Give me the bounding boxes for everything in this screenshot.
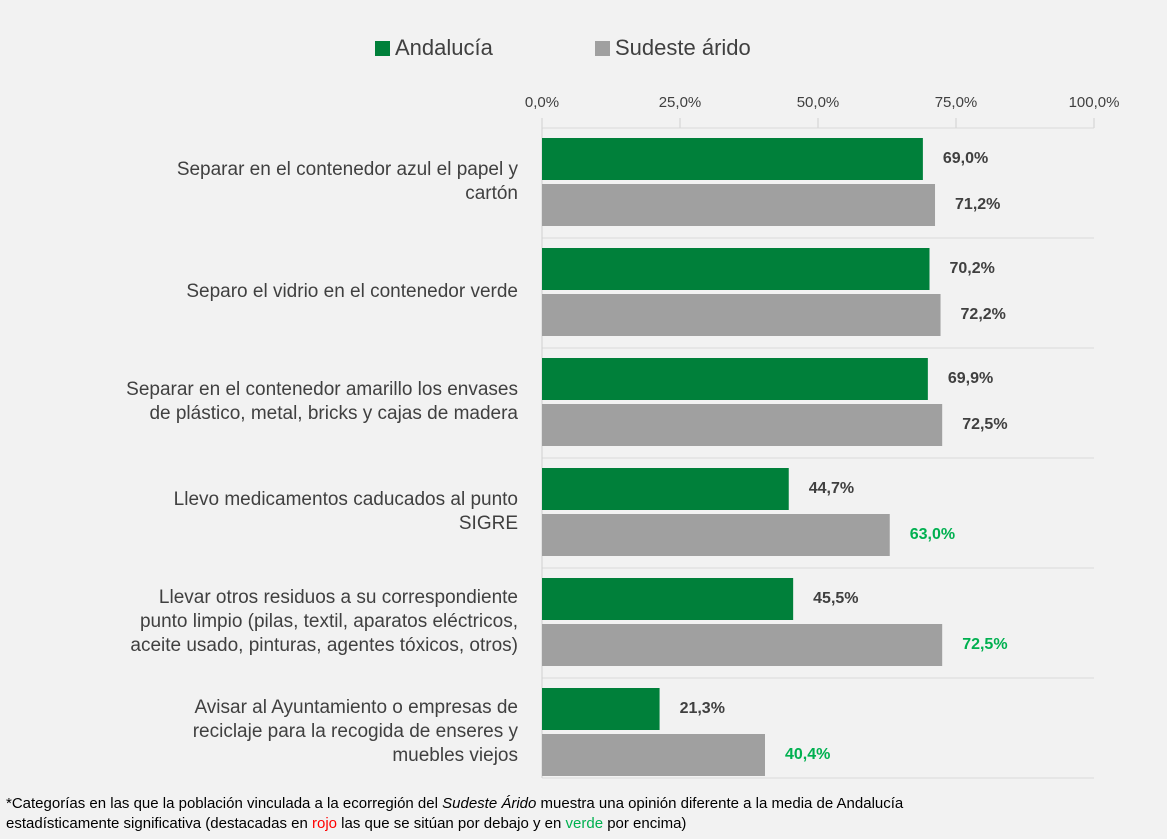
x-tick-label: 0,0%: [525, 94, 559, 111]
category-line: cartón: [465, 183, 518, 204]
value-label: 63,0%: [910, 526, 955, 543]
category-line: Avisar al Ayuntamiento o empresas de: [194, 697, 518, 718]
category-line: muebles viejos: [392, 745, 518, 766]
footnote-text: *Categorías en las que la población vinc…: [6, 795, 443, 812]
bar: [542, 184, 936, 226]
category-label: Separar en el contenedor amarillo los en…: [126, 379, 518, 424]
category-line: Separar en el contenedor azul el papel y: [177, 159, 519, 180]
bar: [542, 358, 928, 400]
footnote-text: Sudeste Árido: [442, 795, 537, 812]
bar: [542, 624, 943, 666]
footnote-text: las que se sitúan por debajo y en: [337, 815, 566, 832]
footnote: *Categorías en las que la población vinc…: [6, 794, 903, 834]
category-label: Separo el vidrio en el contenedor verde: [186, 281, 518, 302]
x-tick-label: 75,0%: [935, 94, 978, 111]
value-label: 69,9%: [948, 370, 993, 387]
category-line: Separo el vidrio en el contenedor verde: [186, 281, 518, 302]
category-label: Llevo medicamentos caducados al punto SIG…: [174, 489, 518, 534]
legend-swatch: [595, 41, 610, 56]
footnote-text: rojo: [312, 815, 338, 832]
bar: [542, 248, 930, 290]
x-tick-label: 50,0%: [797, 94, 840, 111]
value-label: 72,5%: [962, 636, 1007, 653]
category-line: de plástico, metal, bricks y cajas de ma…: [149, 403, 518, 424]
category-line: Separar en el contenedor amarillo los en…: [126, 379, 518, 400]
category-label: Separar en el contenedor azul el papel y…: [177, 159, 519, 204]
category-line: Llevo medicamentos caducados al punto: [174, 489, 518, 510]
footnote-text: muestra una opinión diferente a la media…: [536, 795, 904, 812]
value-label: 45,5%: [813, 590, 858, 607]
category-line: Llevar otros residuos a su correspondien…: [159, 587, 518, 608]
bar: [542, 138, 923, 180]
value-label: 72,5%: [962, 416, 1007, 433]
value-label: 44,7%: [809, 480, 854, 497]
x-tick-label: 25,0%: [659, 94, 702, 111]
legend-label: Sudeste árido: [615, 35, 751, 60]
category-line: punto limpio (pilas, textil, aparatos el…: [140, 611, 518, 632]
value-label: 40,4%: [785, 746, 830, 763]
x-tick-label: 100,0%: [1069, 94, 1120, 111]
footnote-line: estadísticamente significativa (destacad…: [6, 814, 903, 834]
category-line: reciclaje para la recogida de enseres y: [193, 721, 519, 742]
category-label: Avisar al Ayuntamiento o empresas de reci…: [193, 697, 519, 766]
bar: [542, 294, 941, 336]
value-label: 72,2%: [961, 306, 1006, 323]
legend-swatch: [375, 41, 390, 56]
value-label: 71,2%: [955, 196, 1000, 213]
legend-label: Andalucía: [395, 35, 494, 60]
value-label: 21,3%: [680, 700, 725, 717]
footnote-text: por encima): [603, 815, 687, 832]
value-label: 70,2%: [950, 260, 995, 277]
category-line: SIGRE: [459, 513, 518, 534]
category-line: aceite usado, pinturas, agentes tóxicos,…: [130, 635, 518, 656]
value-label: 69,0%: [943, 150, 988, 167]
bar: [542, 468, 789, 510]
footnote-line: *Categorías en las que la población vinc…: [6, 794, 903, 814]
chart: Andalucía Sudeste árido 0,0% 25,0% 50,0% 75,0…: [126, 35, 1120, 779]
bar: [542, 734, 766, 776]
bar: [542, 404, 943, 446]
bar: [542, 514, 890, 556]
category-label: Llevar otros residuos a su correspondien…: [130, 587, 518, 656]
bar: [542, 578, 794, 620]
footnote-text: estadísticamente significativa (destacad…: [6, 815, 312, 832]
bar: [542, 688, 660, 730]
footnote-text: verde: [565, 815, 604, 832]
